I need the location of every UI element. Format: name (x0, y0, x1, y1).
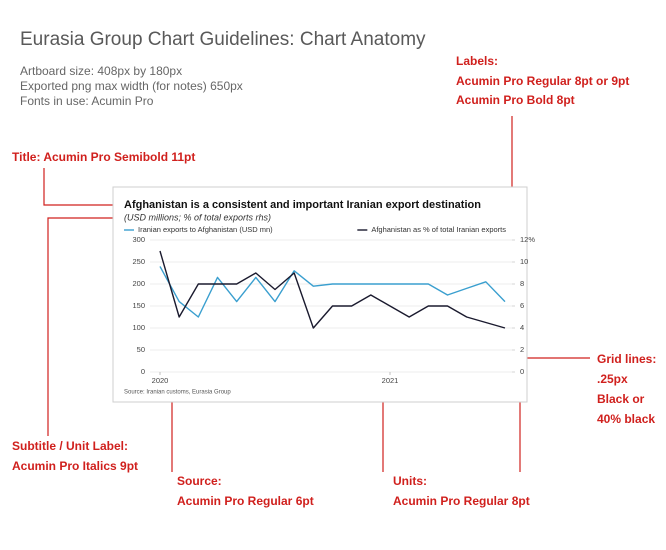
y-tick-label: 300 (132, 235, 145, 244)
annotation: Grid lines: (597, 352, 656, 366)
annotation: Acumin Pro Bold 8pt (456, 93, 575, 107)
annotation: Source: (177, 474, 222, 488)
y2-tick-label: 8 (520, 279, 524, 288)
annotation: .25px (597, 372, 628, 386)
chart-title: Afghanistan is a consistent and importan… (124, 199, 481, 211)
y2-tick-label: 4 (520, 323, 524, 332)
leader-line (43, 168, 118, 206)
y2-tick-label: 6 (520, 301, 524, 310)
chart-subtitle: (USD millions; % of total exports rhs) (124, 212, 271, 222)
y2-tick-label: 10 (520, 257, 528, 266)
annotation: Labels: (456, 54, 498, 68)
chart-source: Source: Iranian customs, Eurasia Group (124, 390, 231, 396)
y-tick-label: 200 (132, 279, 145, 288)
x-tick-label: 2020 (152, 376, 169, 385)
info-line: Artboard size: 408px by 180px (20, 64, 182, 78)
x-tick-label: 2021 (382, 376, 399, 385)
y2-tick-label: 0 (520, 367, 524, 376)
annotation: 40% black (597, 412, 655, 426)
plot: 0 50 100 150 200 250 300 0 2 4 6 8 10 12% 2020 2021 Iran… (124, 225, 535, 385)
legend-label: Iranian exports to Afghanistan (USD mn) (138, 225, 273, 234)
annotation: Acumin Pro Regular 8pt or 9pt (456, 74, 629, 88)
y-tick-label: 100 (132, 323, 145, 332)
y-tick-label: 50 (137, 345, 145, 354)
series-line (159, 266, 506, 318)
annotation: Title: Acumin Pro Semibold 11pt (12, 150, 195, 164)
y-tick-label: 0 (141, 367, 145, 376)
annotation: Subtitle / Unit Label: (12, 439, 128, 453)
page-title: Eurasia Group Chart Guidelines: Chart An… (20, 29, 426, 50)
y-tick-label: 250 (132, 257, 145, 266)
info-line: Exported png max width (for notes) 650px (20, 79, 243, 93)
info-line: Fonts in use: Acumin Pro (20, 94, 154, 108)
annotation: Units: (393, 474, 427, 488)
legend-label: Afghanistan as % of total Iranian export… (371, 225, 506, 234)
y2-tick-label: 2 (520, 345, 524, 354)
annotation: Acumin Pro Regular 6pt (177, 494, 314, 508)
series-line (159, 250, 506, 329)
annotation: Black or (597, 392, 645, 406)
chart-frame (112, 186, 528, 403)
leader-line (47, 217, 118, 436)
annotation: Acumin Pro Regular 8pt (393, 494, 530, 508)
y-tick-label: 150 (132, 301, 145, 310)
y2-tick-label: 12% (520, 235, 535, 244)
annotation: Acumin Pro Italics 9pt (12, 459, 138, 473)
